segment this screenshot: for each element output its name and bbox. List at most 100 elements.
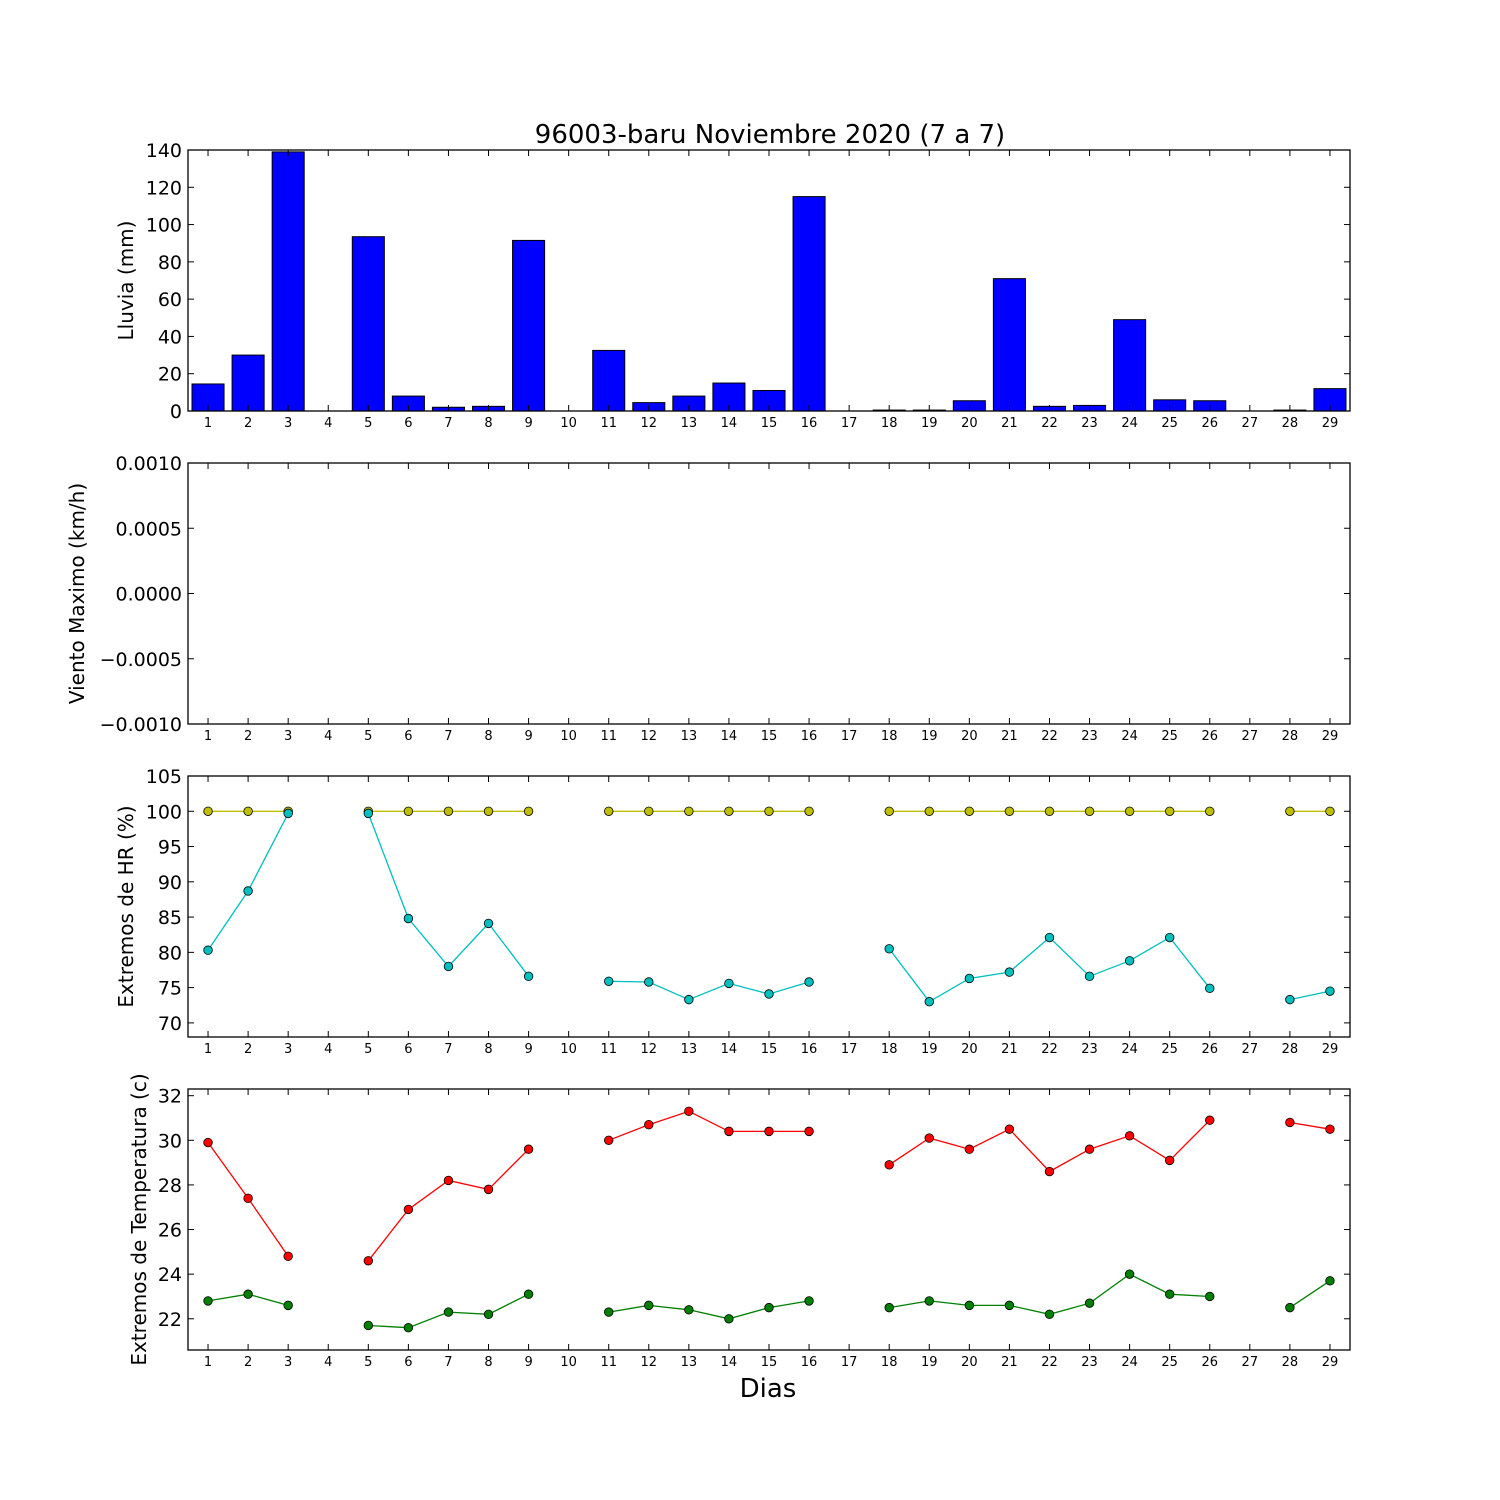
series-2-point-day-11 [604,1307,614,1317]
x-tick-label: 15 [761,1355,778,1370]
x-tick-label: 24 [1121,729,1138,744]
series-2-line-segment-5 [1289,1280,1331,1309]
x-tick-label: 22 [1041,1355,1058,1370]
series-1-point-day-12 [644,806,654,816]
bar-day-21 [992,278,1026,412]
series-2-point-day-1 [203,1296,213,1306]
series-2-point-day-9 [523,971,534,982]
series-2-point-day-16 [804,977,814,987]
series-2-point-day-1 [203,945,213,955]
x-tick-label: 9 [524,729,532,744]
x-tick-label: 15 [761,729,778,744]
series-1-point-day-3 [283,1251,293,1262]
x-tick-label: 24 [1121,1355,1138,1370]
series-1-point-day-25 [1164,806,1175,816]
x-tick-label: 19 [921,416,938,431]
series-1-point-day-19 [924,1133,934,1143]
x-tick-label: 12 [641,729,658,744]
series-2-point-day-12 [644,977,654,987]
x-tick-label: 4 [324,1042,332,1057]
bar-day-16 [792,196,826,412]
series-2-point-day-29 [1325,1276,1335,1286]
x-tick-label: 28 [1282,1042,1299,1057]
series-2-point-day-14 [724,1314,734,1324]
y-axis-label: Lluvia (mm) [114,221,138,341]
series-2-point-day-21 [1004,1300,1015,1311]
x-tick-label: 27 [1242,1042,1259,1057]
series-1-point-day-15 [764,806,774,816]
series-2-point-day-13 [684,1305,694,1315]
x-tick-label: 11 [600,1355,617,1370]
series-1-point-day-23 [1084,806,1095,816]
x-axis-label: Dias [740,1374,797,1404]
y-tick-label: 0 [170,401,182,423]
series-2-point-day-28 [1285,994,1295,1005]
y-tick-label: 100 [146,215,182,237]
series-2-point-day-9 [523,1289,534,1299]
x-tick-label: 27 [1242,416,1259,431]
x-tick-label: 5 [364,416,372,431]
y-tick-label: 80 [158,942,182,964]
series-2-point-day-6 [403,1322,414,1333]
x-tick-label: 25 [1161,416,1178,431]
x-tick-label: 5 [364,1355,372,1370]
x-tick-label: 19 [921,1355,938,1370]
x-tick-label: 20 [961,416,978,431]
y-tick-label: −0.0005 [100,649,182,671]
series-1-point-day-15 [764,1126,774,1137]
x-tick-label: 16 [801,1042,818,1057]
x-tick-label: 6 [404,1042,412,1057]
series-2-point-day-7 [443,961,454,972]
x-tick-label: 13 [681,1355,698,1370]
series-1-point-day-8 [483,1184,494,1195]
x-tick-label: 19 [921,729,938,744]
x-tick-label: 13 [681,1042,698,1057]
x-tick-label: 8 [484,416,492,431]
series-1-point-day-21 [1004,806,1015,816]
x-tick-label: 24 [1121,1042,1138,1057]
series-1-point-day-5 [363,1256,374,1266]
x-tick-label: 26 [1201,1355,1218,1370]
series-1-point-day-28 [1285,806,1295,816]
x-tick-label: 27 [1242,729,1259,744]
bar-day-24 [1113,319,1147,412]
x-tick-label: 25 [1161,729,1178,744]
x-tick-label: 4 [324,1355,332,1370]
x-tick-label: 14 [721,1042,738,1057]
series-1-point-day-14 [724,1126,734,1137]
series-1-point-day-26 [1205,1115,1215,1125]
x-tick-label: 26 [1201,729,1218,744]
series-2-point-day-5 [363,808,374,819]
x-tick-label: 11 [600,1042,617,1057]
x-tick-label: 28 [1282,1355,1299,1370]
series-1-point-day-24 [1124,806,1135,816]
y-tick-label: 85 [158,907,182,929]
series-2-point-day-3 [283,1300,293,1311]
series-1-point-day-8 [483,806,494,816]
x-tick-label: 8 [484,729,492,744]
y-axis-label: Extremos de Temperatura (c) [127,1073,151,1365]
x-tick-label: 2 [244,729,252,744]
y-tick-label: 70 [158,1013,182,1035]
x-tick-label: 7 [444,1355,452,1370]
x-tick-label: 3 [284,416,292,431]
series-2-point-day-2 [243,1289,253,1299]
x-tick-label: 3 [284,729,292,744]
x-tick-label: 14 [721,729,738,744]
x-tick-label: 11 [600,416,617,431]
x-tick-label: 2 [244,1355,252,1370]
x-tick-label: 17 [841,416,858,431]
x-tick-label: 14 [721,1355,738,1370]
x-tick-label: 10 [560,416,577,431]
x-tick-label: 23 [1081,1355,1098,1370]
series-2-point-day-25 [1164,1289,1175,1299]
series-2-point-day-20 [964,1300,975,1311]
x-tick-label: 25 [1161,1042,1178,1057]
x-tick-label: 22 [1041,1042,1058,1057]
series-2-point-day-13 [684,994,694,1005]
x-tick-label: 28 [1282,729,1299,744]
